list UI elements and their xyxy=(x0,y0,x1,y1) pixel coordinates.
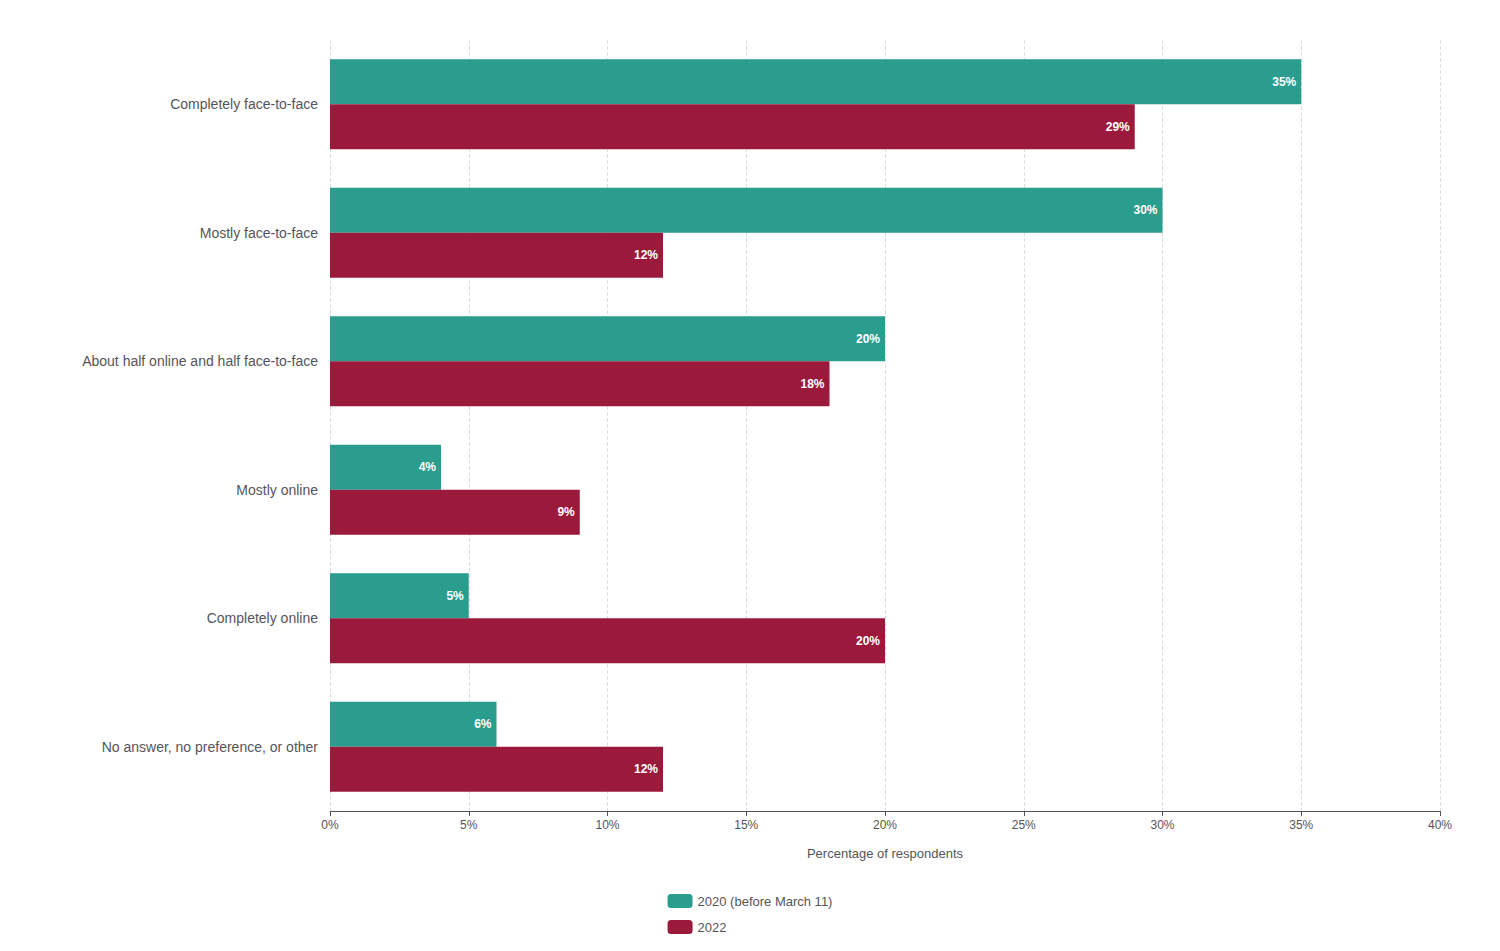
svg-text:Completely face-to-face: Completely face-to-face xyxy=(170,96,318,112)
svg-text:40%: 40% xyxy=(1428,818,1452,832)
svg-text:2020 (before March 11): 2020 (before March 11) xyxy=(698,894,833,909)
svg-text:18%: 18% xyxy=(800,377,824,391)
svg-text:20%: 20% xyxy=(856,634,880,648)
svg-text:12%: 12% xyxy=(634,762,658,776)
svg-text:10%: 10% xyxy=(595,818,619,832)
svg-text:5%: 5% xyxy=(446,589,464,603)
svg-text:0%: 0% xyxy=(321,818,339,832)
svg-text:20%: 20% xyxy=(873,818,897,832)
svg-text:9%: 9% xyxy=(557,505,575,519)
svg-text:Mostly online: Mostly online xyxy=(236,482,318,498)
svg-text:4%: 4% xyxy=(419,460,437,474)
svg-text:35%: 35% xyxy=(1289,818,1313,832)
svg-text:5%: 5% xyxy=(460,818,478,832)
svg-text:29%: 29% xyxy=(1106,120,1130,134)
svg-text:Completely online: Completely online xyxy=(207,610,318,626)
svg-text:35%: 35% xyxy=(1272,75,1296,89)
svg-text:About half online and half fac: About half online and half face-to-face xyxy=(82,353,318,369)
svg-text:30%: 30% xyxy=(1133,203,1157,217)
svg-text:Percentage of respondents: Percentage of respondents xyxy=(807,846,964,861)
svg-text:No answer, no preference, or o: No answer, no preference, or other xyxy=(102,739,319,755)
svg-text:15%: 15% xyxy=(734,818,758,832)
svg-text:25%: 25% xyxy=(1012,818,1036,832)
svg-text:12%: 12% xyxy=(634,248,658,262)
svg-text:30%: 30% xyxy=(1150,818,1174,832)
svg-text:2022: 2022 xyxy=(698,920,727,935)
svg-text:Mostly face-to-face: Mostly face-to-face xyxy=(200,225,318,241)
svg-text:6%: 6% xyxy=(474,717,492,731)
svg-text:20%: 20% xyxy=(856,332,880,346)
